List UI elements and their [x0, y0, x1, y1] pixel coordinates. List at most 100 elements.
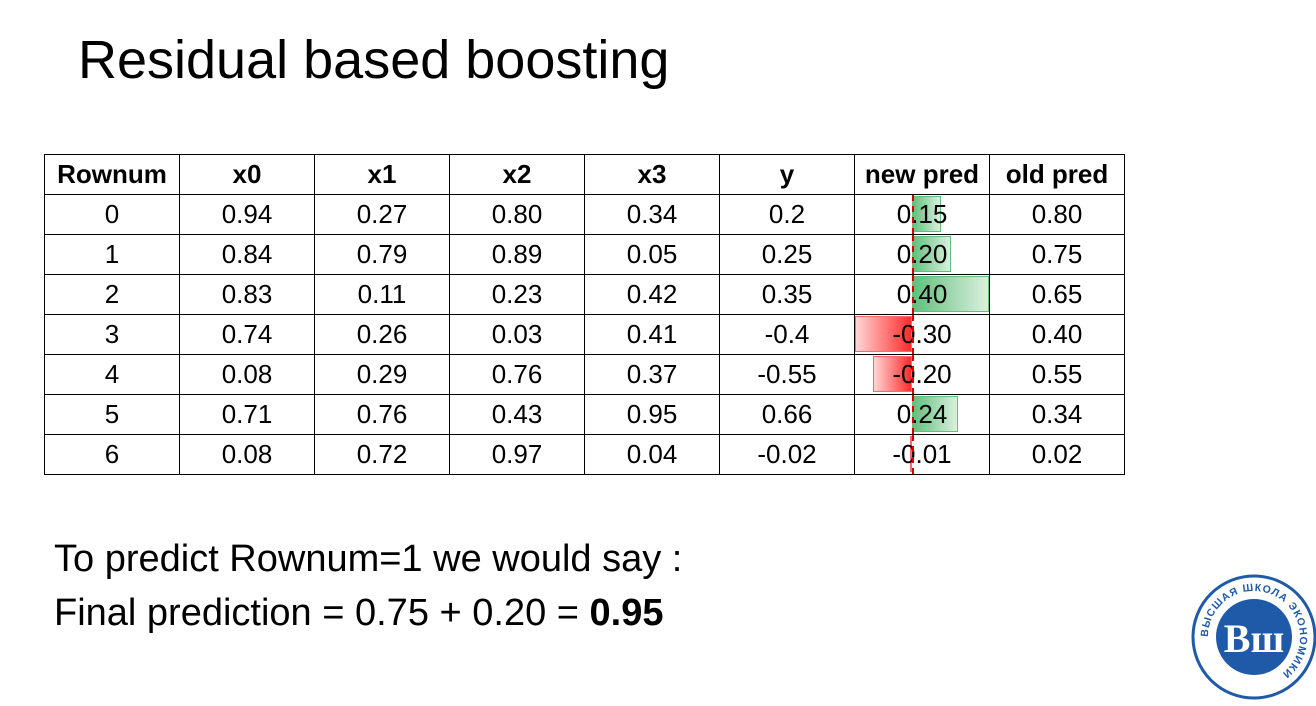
cell-value: 0.97 [491, 439, 543, 469]
cell-value: 0.34 [1031, 399, 1083, 429]
cell-value: 0.2 [768, 199, 806, 229]
cell-value: 0.94 [221, 199, 273, 229]
cell-value: 0.27 [356, 199, 408, 229]
cell-x1: 0.11 [314, 274, 450, 315]
table-row: 6 0.08 0.72 0.97 0.04 -0.02 -0.01 0.02 [44, 434, 1125, 475]
data-bar-axis [912, 435, 914, 474]
cell-value: 0.37 [626, 359, 678, 389]
cell-value: 0.43 [491, 399, 543, 429]
cell-value: 0.03 [491, 319, 543, 349]
cell-value: 0.74 [221, 319, 273, 349]
cell-new-pred: -0.20 [854, 354, 990, 395]
cell-x2: 0.76 [449, 354, 585, 395]
cell-value: 0.08 [221, 439, 273, 469]
cell-x3: 0.37 [584, 354, 720, 395]
cell-value: 0.34 [626, 199, 678, 229]
cell-x2: 0.97 [449, 434, 585, 475]
explanation-line-1: To predict Rownum=1 we would say : [54, 538, 683, 580]
cell-y: 0.2 [719, 194, 855, 235]
hse-logo: ВЫСШАЯ ШКОЛА ЭКОНОМИКИ Вш [1191, 574, 1316, 700]
cell-old-pred: 0.75 [989, 234, 1125, 275]
cell-value: 0.29 [356, 359, 408, 389]
cell-x0: 0.84 [179, 234, 315, 275]
table-row: 0 0.94 0.27 0.80 0.34 0.2 0.15 0.80 [44, 194, 1125, 235]
cell-value: 0.04 [626, 439, 678, 469]
cell-value: 0.66 [761, 399, 813, 429]
final-prediction-formula: Final prediction = 0.75 + 0.20 = [54, 592, 590, 634]
cell-x2: 0.03 [449, 314, 585, 355]
cell-value: 0.23 [491, 279, 543, 309]
cell-value: 0.11 [357, 279, 407, 309]
header-new-pred: new pred [854, 154, 990, 195]
logo-monogram: Вш [1224, 616, 1284, 661]
cell-value: 0.24 [896, 399, 948, 429]
cell-value: 0.55 [1031, 359, 1083, 389]
cell-x0: 0.74 [179, 314, 315, 355]
cell-rownum: 6 [44, 434, 180, 475]
cell-value: -0.20 [892, 359, 952, 389]
data-bar [873, 356, 912, 392]
cell-new-pred: -0.30 [854, 314, 990, 355]
cell-value: 0.84 [221, 239, 273, 269]
header-old-pred: old pred [989, 154, 1125, 195]
cell-rownum: 3 [44, 314, 180, 355]
cell-value: 0.80 [491, 199, 543, 229]
cell-value: 0.15 [896, 199, 948, 229]
cell-y: -0.4 [719, 314, 855, 355]
cell-old-pred: 0.40 [989, 314, 1125, 355]
cell-value: 5 [104, 399, 120, 429]
cell-x1: 0.29 [314, 354, 450, 395]
cell-x3: 0.42 [584, 274, 720, 315]
cell-new-pred: 0.15 [854, 194, 990, 235]
cell-y: 0.25 [719, 234, 855, 275]
table-row: 5 0.71 0.76 0.43 0.95 0.66 0.24 0.34 [44, 394, 1125, 435]
cell-value: 0.71 [221, 399, 273, 429]
cell-value: 0.02 [1031, 439, 1083, 469]
cell-rownum: 1 [44, 234, 180, 275]
cell-x3: 0.04 [584, 434, 720, 475]
cell-x0: 0.94 [179, 194, 315, 235]
cell-old-pred: 0.65 [989, 274, 1125, 315]
cell-value: 0.25 [761, 239, 813, 269]
data-bar-axis [912, 315, 914, 354]
cell-value: 1 [104, 239, 120, 269]
header-rownum: Rownum [44, 154, 180, 195]
cell-value: 0.08 [221, 359, 273, 389]
explanation-text: To predict Rownum=1 we would say : Final… [54, 532, 682, 640]
data-bar [912, 396, 958, 432]
cell-value: 0.35 [761, 279, 813, 309]
cell-rownum: 5 [44, 394, 180, 435]
cell-value: 0.41 [626, 319, 678, 349]
cell-old-pred: 0.34 [989, 394, 1125, 435]
cell-value: 0.80 [1031, 199, 1083, 229]
boosting-table: Rownum x0 x1 x2 x3 y new pred old pred 0… [44, 154, 1125, 475]
slide-title: Residual based boosting [78, 30, 670, 90]
cell-value: 0.40 [1031, 319, 1083, 349]
table-row: 2 0.83 0.11 0.23 0.42 0.35 0.40 0.65 [44, 274, 1125, 315]
cell-rownum: 2 [44, 274, 180, 315]
cell-rownum: 0 [44, 194, 180, 235]
cell-value: 0.95 [626, 399, 678, 429]
data-bar-axis [912, 275, 914, 314]
cell-x1: 0.72 [314, 434, 450, 475]
table-row: 4 0.08 0.29 0.76 0.37 -0.55 -0.20 0.55 [44, 354, 1125, 395]
cell-value: 0.40 [896, 279, 948, 309]
cell-rownum: 4 [44, 354, 180, 395]
data-bar [855, 316, 912, 352]
cell-value: 2 [104, 279, 120, 309]
cell-x0: 0.08 [179, 354, 315, 395]
cell-value: 0.79 [356, 239, 408, 269]
cell-x3: 0.41 [584, 314, 720, 355]
data-bar-axis [912, 235, 914, 274]
cell-y: 0.35 [719, 274, 855, 315]
data-bar-axis [912, 395, 914, 434]
cell-x1: 0.27 [314, 194, 450, 235]
cell-value: 0.05 [626, 239, 678, 269]
cell-y: 0.66 [719, 394, 855, 435]
cell-old-pred: 0.02 [989, 434, 1125, 475]
data-bar-axis [912, 355, 914, 394]
cell-x2: 0.43 [449, 394, 585, 435]
cell-value: 0.76 [356, 399, 408, 429]
cell-value: 0.83 [221, 279, 273, 309]
table-row: 3 0.74 0.26 0.03 0.41 -0.4 -0.30 0.40 [44, 314, 1125, 355]
